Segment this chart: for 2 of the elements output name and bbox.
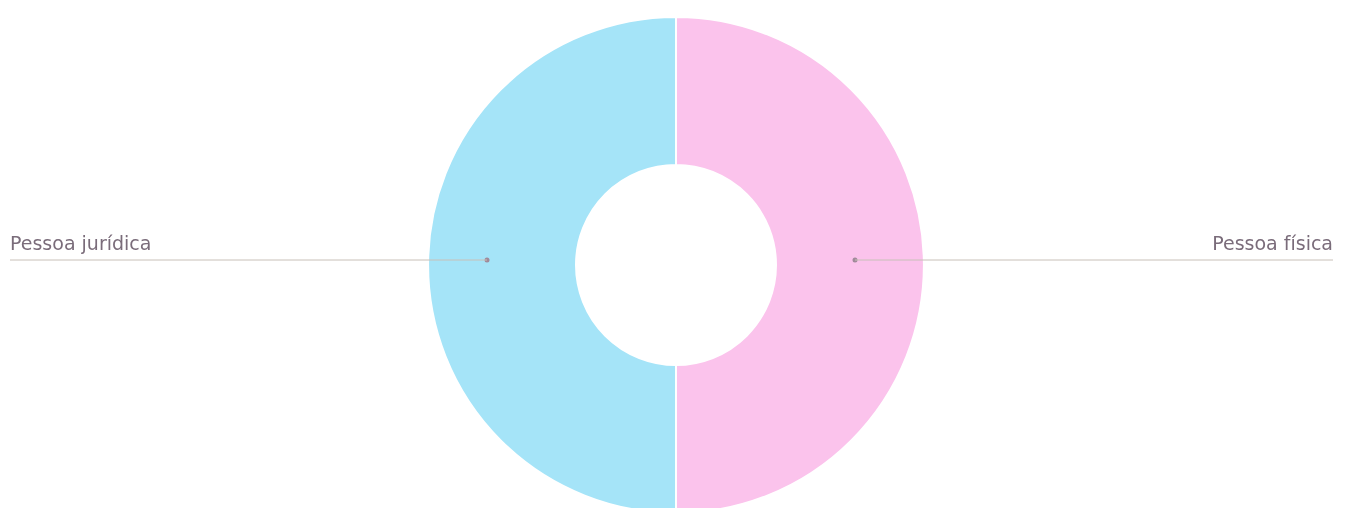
slice-label: Pessoa jurídica	[10, 232, 152, 254]
slice-label: Pessoa física	[1212, 232, 1333, 254]
